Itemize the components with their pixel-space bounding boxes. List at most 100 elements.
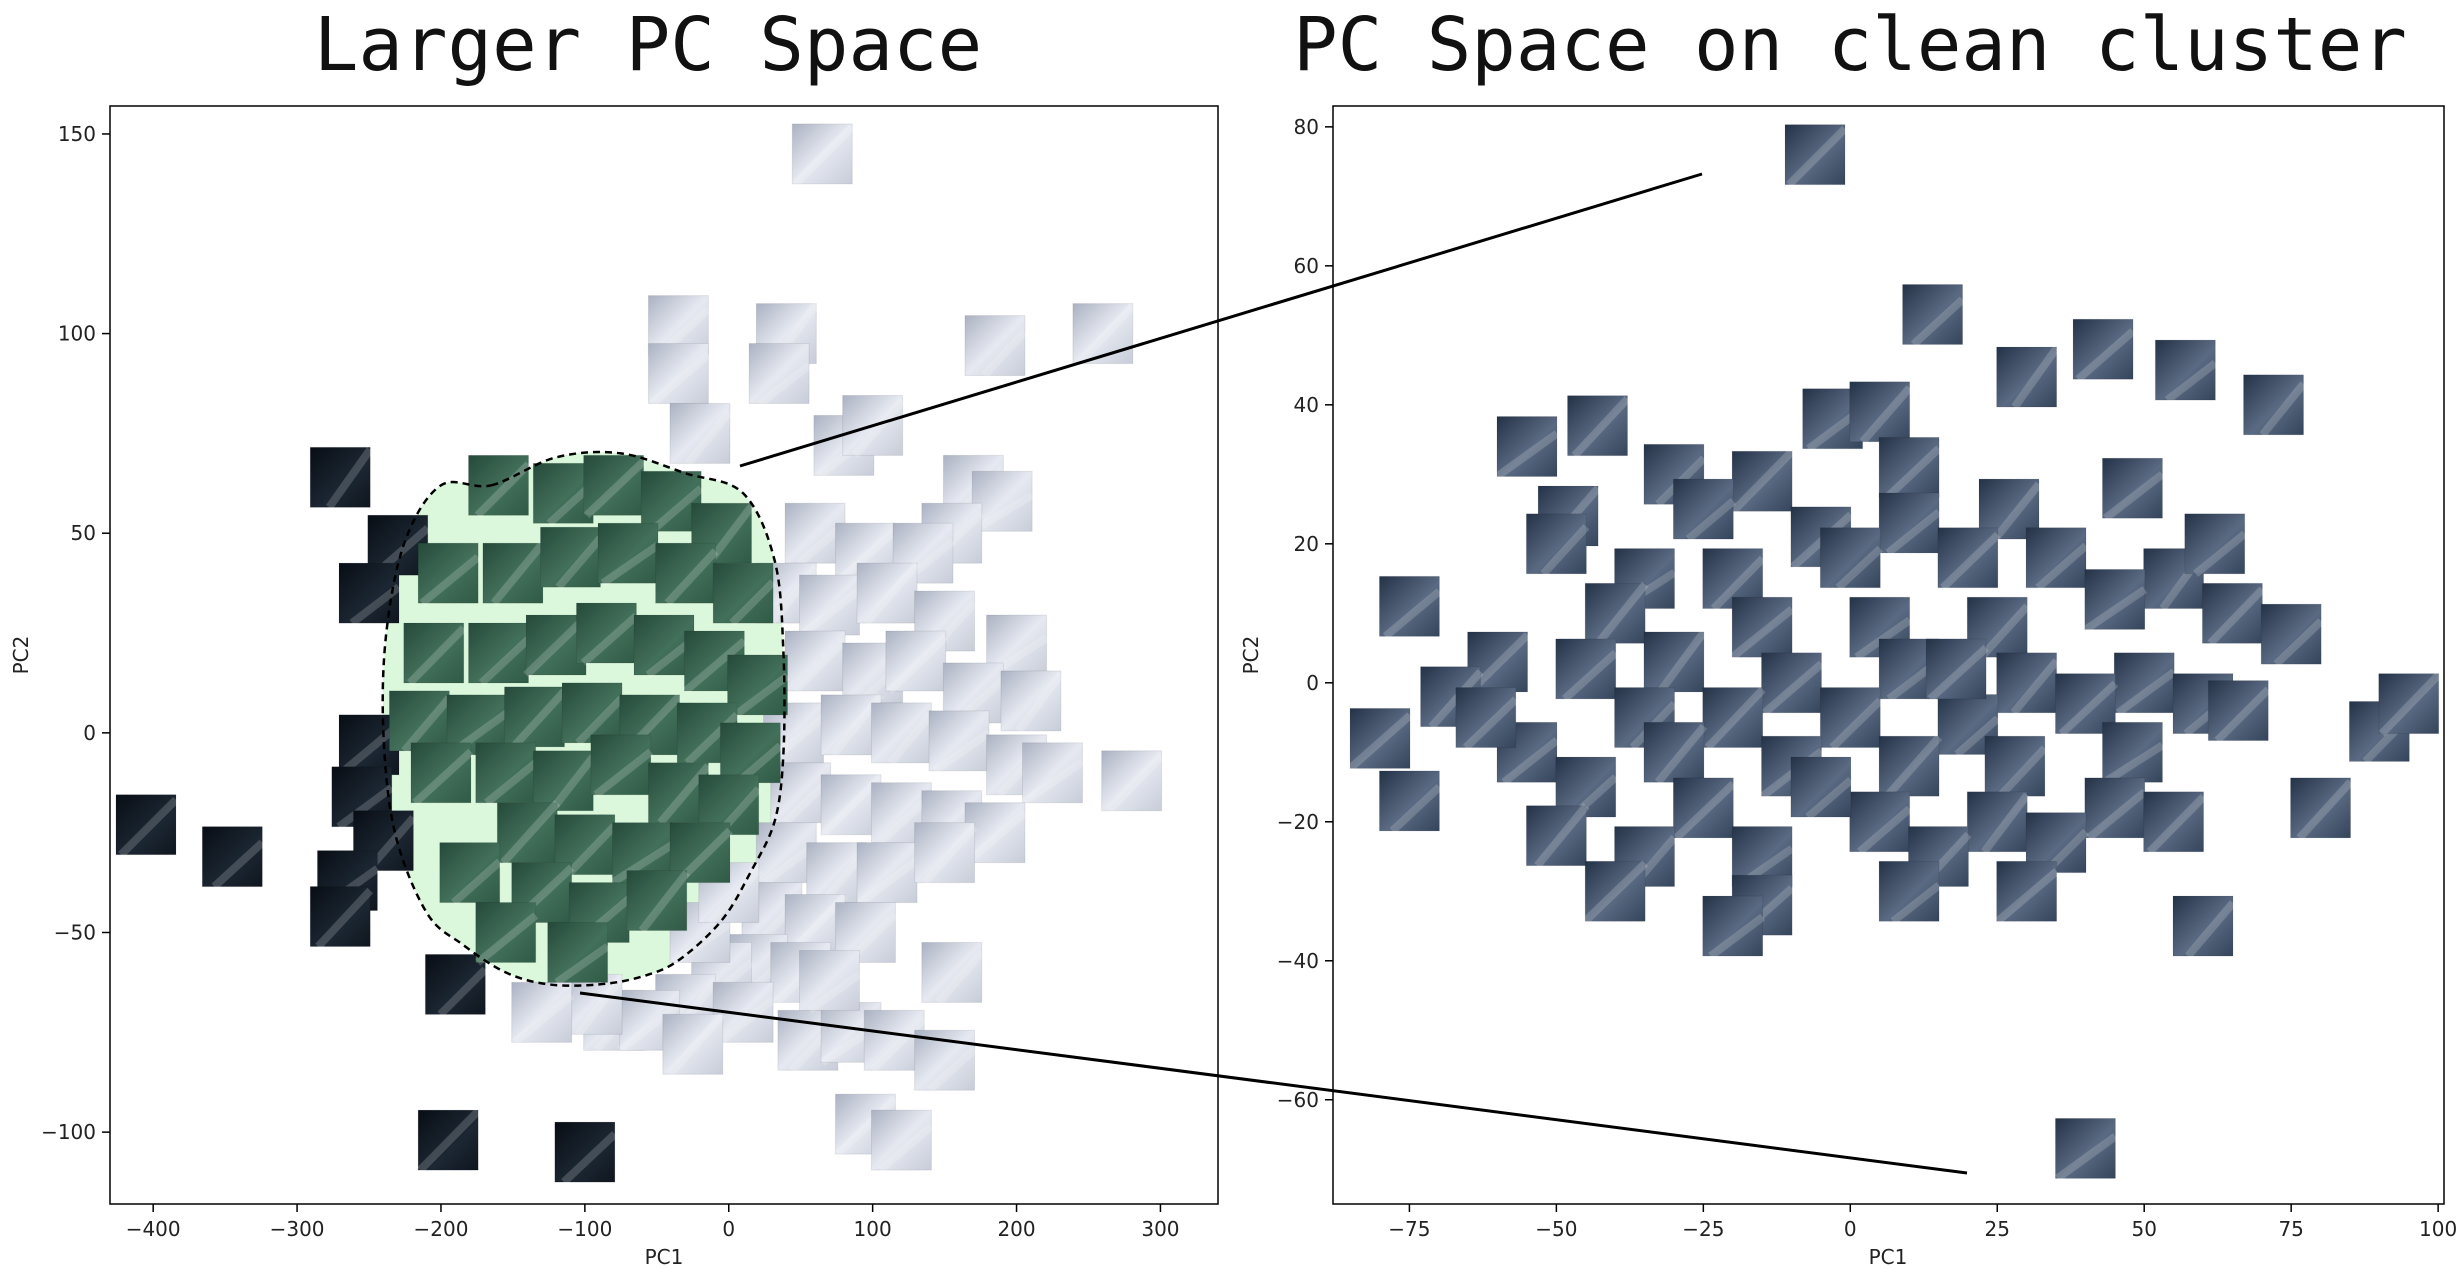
clean-cluster-thumbnail-texture	[610, 841, 675, 887]
zoomed-cluster-thumbnail-texture	[1582, 860, 1648, 925]
outside-cluster-thumbnail-texture	[799, 586, 862, 639]
clean-cluster-thumbnail	[532, 750, 594, 812]
clean-cluster-outline	[381, 450, 786, 987]
clean-cluster-thumbnail-texture	[682, 637, 747, 695]
clean-cluster-thumbnail-texture	[419, 554, 481, 607]
dark-outlier-thumbnail-texture	[315, 887, 374, 950]
clean-cluster-thumbnail	[561, 682, 623, 744]
zoomed-cluster-thumbnail-texture	[1884, 445, 1942, 501]
zoomed-cluster-thumbnail	[1584, 582, 1646, 644]
right-x-tick-label: −25	[1682, 1217, 1724, 1241]
clean-cluster-thumbnail-texture	[583, 458, 647, 519]
dark-outlier-thumbnail-texture	[336, 721, 402, 778]
left-x-axis: −400 −300 −200 −100 0 100 200 300	[126, 1204, 1180, 1241]
zoomed-cluster-thumbnail	[1984, 735, 2046, 797]
right-y-tick-label: −40	[1277, 949, 1319, 973]
clean-cluster-thumbnail-texture	[648, 485, 704, 535]
zoomed-cluster-thumbnail-texture	[2055, 1133, 2118, 1182]
zoomed-cluster-thumbnail	[1378, 575, 1440, 637]
clean-cluster-thumbnail	[727, 654, 789, 716]
clean-cluster-thumbnail-texture	[475, 912, 539, 966]
left-y-axis-label: PC2	[9, 636, 33, 675]
clean-cluster-thumbnail	[539, 526, 601, 588]
zoomed-cluster-thumbnail	[2243, 374, 2305, 436]
zoomed-cluster-thumbnail	[1996, 860, 2058, 922]
zoomed-cluster-thumbnail	[1672, 777, 1734, 839]
zoomed-cluster-thumbnail	[1925, 638, 1987, 700]
left-y-tick-label: 50	[71, 521, 96, 545]
zoomed-cluster-thumbnail	[1496, 721, 1558, 783]
outside-cluster-thumbnail-texture	[807, 971, 862, 1014]
left-x-tick-label: 0	[722, 1217, 735, 1241]
zoomed-cluster-thumbnail-texture	[2259, 381, 2307, 438]
zoomed-cluster-thumbnail-texture	[1389, 784, 1443, 834]
clean-cluster-thumbnail-texture	[490, 540, 547, 606]
zoomed-cluster-thumbnail-texture	[2164, 359, 2218, 404]
clean-cluster-thumbnail-texture	[705, 503, 755, 566]
zoomed-cluster-thumbnail	[1790, 756, 1852, 818]
outside-cluster-thumbnail-texture	[792, 637, 848, 694]
outside-cluster-thumbnail	[914, 822, 976, 884]
outside-cluster-thumbnail-texture	[869, 1015, 928, 1074]
outside-cluster-thumbnail	[921, 941, 983, 1003]
right-y-tick-label: 60	[1294, 254, 1319, 278]
clean-cluster-thumbnail-texture	[600, 541, 661, 587]
right-x-tick-label: −50	[1535, 1217, 1577, 1241]
clean-cluster-thumbnail	[475, 742, 537, 804]
outside-cluster-thumbnail-texture	[666, 1011, 726, 1077]
outside-cluster-thumbnail	[964, 802, 1026, 864]
right-x-tick-label: 50	[2131, 1217, 2156, 1241]
zoomed-cluster-thumbnail-texture	[1463, 696, 1519, 751]
clean-cluster-thumbnail-texture	[548, 754, 597, 814]
outside-cluster-thumbnail	[964, 315, 1026, 377]
zoomed-cluster-thumbnail	[1937, 527, 1999, 589]
zoomed-cluster-thumbnail-texture	[2058, 680, 2119, 737]
zoomed-cluster-thumbnail-texture	[2102, 741, 2165, 786]
zoomed-cluster-thumbnail-texture	[2184, 900, 2237, 959]
dark-outlier-thumbnail	[309, 446, 371, 508]
outside-cluster-thumbnail	[856, 562, 918, 624]
connector-line-bottom	[579, 991, 1968, 1175]
zoomed-cluster-thumbnail	[1555, 638, 1617, 700]
zoomed-cluster-thumbnail-texture	[1501, 737, 1560, 786]
right-x-tick-label: 75	[2278, 1217, 2303, 1241]
clean-cluster-thumbnail-texture	[484, 759, 539, 806]
zoomed-cluster-thumbnail-texture	[2035, 542, 2089, 591]
zoomed-cluster-thumbnail-texture	[1540, 524, 1590, 577]
clean-cluster-thumbnail	[475, 901, 537, 963]
left-x-tick-label: 200	[997, 1217, 1035, 1241]
dark-outlier-thumbnail-texture	[118, 796, 179, 858]
zoomed-cluster-thumbnail	[2101, 721, 2163, 783]
outside-cluster-thumbnail-texture	[857, 857, 920, 906]
zoomed-cluster-thumbnail-texture	[2296, 779, 2354, 841]
zoomed-cluster-thumbnail	[1819, 527, 1881, 589]
zoomed-cluster-thumbnail-texture	[1595, 581, 1649, 646]
right-y-tick-label: 80	[1294, 115, 1319, 139]
zoomed-cluster-thumbnail	[1584, 860, 1646, 922]
clean-cluster-thumbnail-texture	[474, 461, 532, 519]
zoomed-cluster-thumbnail-texture	[2083, 586, 2148, 633]
zoomed-cluster-thumbnail-texture	[2146, 793, 2207, 855]
zoomed-cluster-thumbnail-texture	[1656, 629, 1708, 695]
dark-outlier-thumbnail	[338, 714, 400, 776]
clean-cluster-thumbnail	[597, 522, 659, 584]
dark-outlier-thumbnail-texture	[417, 1108, 482, 1173]
zoomed-cluster-thumbnail-texture	[1494, 430, 1560, 480]
clean-cluster-thumbnail-texture	[664, 548, 719, 606]
zoomed-cluster-thumbnail-texture	[2086, 788, 2148, 841]
outside-cluster-thumbnail-texture	[819, 773, 884, 838]
zoomed-cluster-thumbnail-texture	[2075, 328, 2136, 383]
zoomed-cluster-thumbnail-texture	[2378, 671, 2442, 737]
zoomed-cluster-thumbnail	[2154, 339, 2216, 401]
right-x-tick-label: 0	[1844, 1217, 1857, 1241]
dark-outlier-thumbnail	[424, 953, 486, 1015]
zoomed-cluster-thumbnail-texture	[1991, 481, 2043, 542]
outside-cluster-thumbnail-texture	[921, 823, 978, 886]
zoomed-cluster-thumbnail-texture	[1927, 644, 1989, 702]
zoomed-cluster-thumbnail	[1966, 791, 2028, 853]
clean-cluster-thumbnail-texture	[729, 579, 776, 626]
zoomed-cluster-thumbnail	[2054, 1117, 2116, 1179]
clean-cluster-thumbnail	[719, 722, 781, 784]
zoomed-cluster-thumbnail	[1496, 416, 1558, 478]
zoomed-cluster-thumbnail-texture	[1786, 125, 1848, 188]
